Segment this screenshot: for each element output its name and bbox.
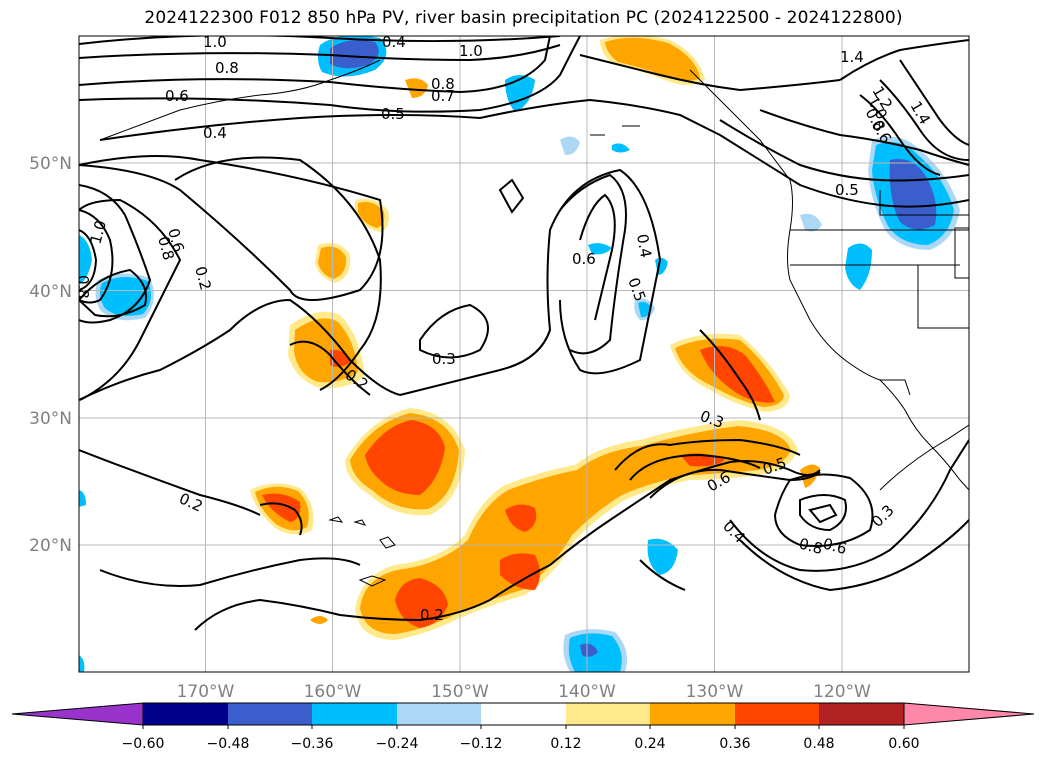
contour-label: 0.7: [431, 87, 455, 105]
colorbar-segment: [566, 703, 650, 725]
longitude-labels: 170°W 160°W 150°W 140°W 130°W 120°W: [177, 682, 871, 702]
colorbar: −0.60 −0.48 −0.36 −0.24 −0.12 0.12 0.24 …: [11, 702, 1035, 752]
colorbar-tick-label: −0.60: [122, 736, 165, 752]
lat-label: 20°N: [29, 536, 72, 556]
lon-label: 160°W: [304, 682, 362, 702]
contour-label: 0.4: [203, 124, 227, 142]
lon-label: 170°W: [177, 682, 235, 702]
colorbar-tick-label: 0.48: [803, 736, 834, 752]
colorbar-tick-label: −0.12: [460, 736, 503, 752]
lon-label: 120°W: [813, 682, 871, 702]
lat-label: 40°N: [29, 282, 72, 302]
latitude-labels: 50°N 40°N 30°N 20°N: [29, 154, 72, 556]
precip-fill-layer: [79, 36, 960, 672]
colorbar-extend-high: [903, 702, 1035, 726]
colorbar-segment: [650, 703, 735, 725]
contour-label: 0.6: [164, 226, 188, 254]
colorbar-tick-label: −0.24: [376, 736, 419, 752]
contour-label: 0.2: [420, 606, 444, 624]
contour-label: 0.4: [633, 233, 655, 260]
colorbar-segment: [143, 703, 228, 725]
colorbar-segment: [312, 703, 397, 725]
colorbar-segment: [228, 703, 312, 725]
lat-label: 30°N: [29, 409, 72, 429]
colorbar-tick-label: −0.48: [207, 736, 250, 752]
map-plot-area: 1.0 0.8 0.6 0.4 1.0 0.8 0.7 0.5 0.4 1.4 …: [74, 33, 969, 672]
colorbar-segment: [819, 703, 904, 725]
lon-label: 150°W: [431, 682, 489, 702]
colorbar-tick-label: −0.36: [291, 736, 334, 752]
contour-label: 1.0: [459, 42, 483, 60]
contour-label: 0.5: [381, 105, 405, 123]
contour-label: 1.4: [840, 48, 864, 66]
colorbar-extend-low: [11, 702, 144, 726]
contour-label: 0.3: [432, 350, 456, 368]
pv-contours: [79, 36, 969, 631]
contour-label: 0.2: [191, 264, 215, 292]
contour-label: 1.0: [203, 33, 227, 51]
contour-label: 0.4: [382, 33, 406, 51]
contour-label: 0.8: [215, 59, 239, 77]
colorbar-segment: [735, 703, 819, 725]
colorbar-tick-label: 0.24: [634, 736, 665, 752]
contour-label: 0.6: [572, 250, 596, 268]
contour-label: 0.8: [154, 234, 178, 262]
colorbar-tick-label: 0.36: [719, 736, 750, 752]
contour-label: 0.6: [165, 87, 189, 105]
colorbar-tick-label: 0.12: [550, 736, 581, 752]
lat-label: 50°N: [29, 154, 72, 174]
contour-label: 0.8: [74, 275, 92, 299]
lon-label: 130°W: [686, 682, 744, 702]
colorbar-tick-label: 0.60: [888, 736, 919, 752]
lon-label: 140°W: [558, 682, 616, 702]
contour-label: 1.0: [86, 218, 110, 246]
map-frame: [78, 35, 970, 673]
coastlines: [99, 59, 969, 587]
contour-label: 0.6: [821, 534, 849, 558]
contour-label: 0.8: [431, 75, 455, 93]
contour-label: 0.8: [797, 534, 825, 558]
contour-label: 0.5: [835, 181, 859, 199]
colorbar-segment: [397, 703, 481, 725]
colorbar-segment: [481, 703, 566, 725]
map-title: 2024122300 F012 850 hPa PV, river basin …: [144, 8, 903, 28]
